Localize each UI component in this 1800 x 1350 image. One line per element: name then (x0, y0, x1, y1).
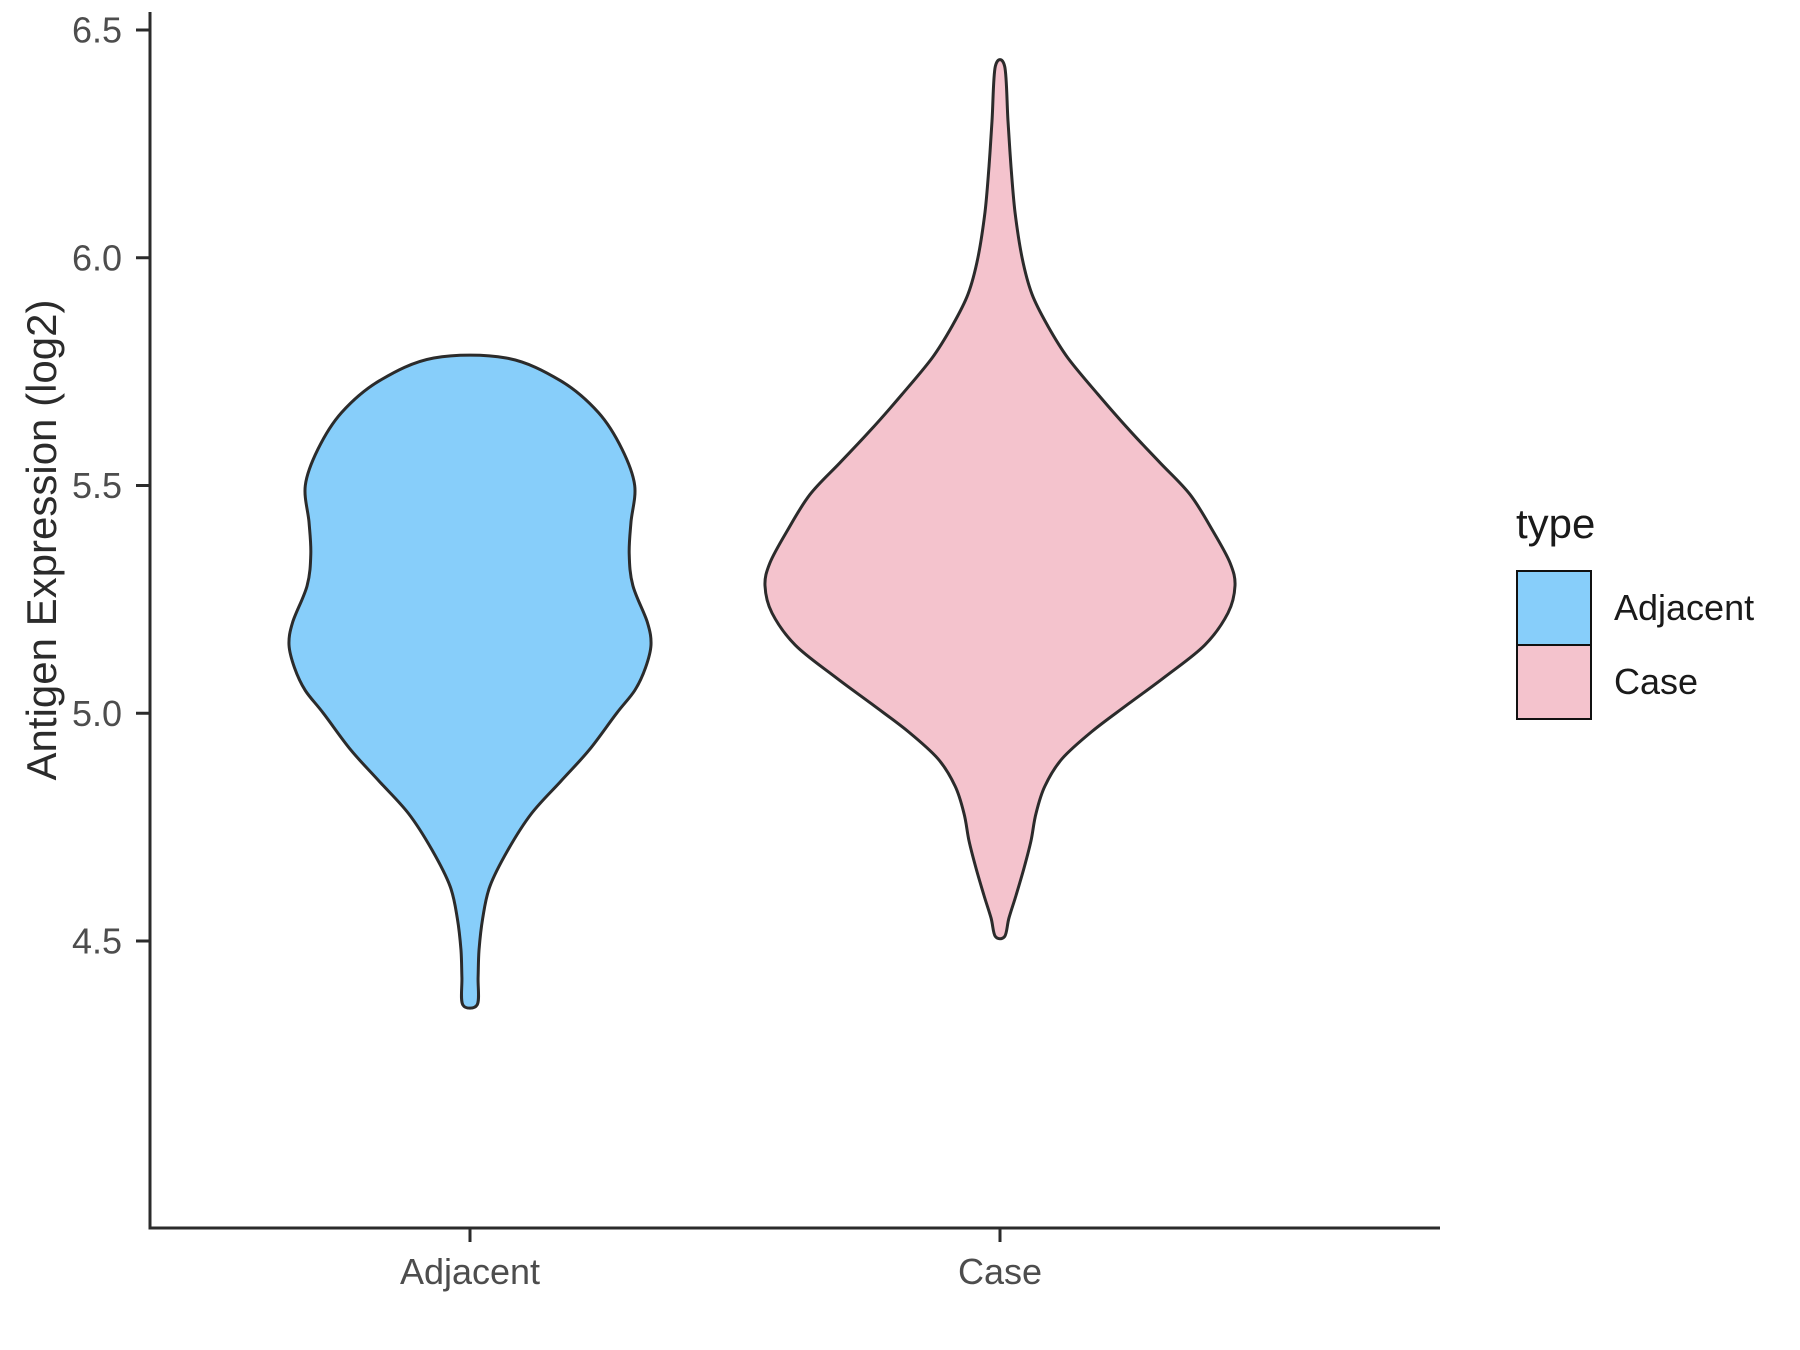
violins-group (287, 58, 1237, 1010)
y-tick-label: 6.5 (72, 10, 122, 51)
violin-adjacent (287, 353, 653, 1010)
y-tick-label: 5.0 (72, 693, 122, 734)
violin-case (763, 58, 1237, 941)
legend-entry-case: Case (1516, 644, 1754, 720)
legend-label-adjacent: Adjacent (1614, 587, 1755, 628)
y-tick-label: 6.0 (72, 237, 122, 278)
y-tick-label: 5.5 (72, 465, 122, 506)
legend-swatch-case (1516, 644, 1592, 720)
legend-swatch-adjacent (1516, 570, 1592, 646)
legend-label-case: Case (1614, 661, 1699, 702)
legend-entry-adjacent: Adjacent (1516, 570, 1754, 646)
y-tick-label: 4.5 (72, 921, 122, 962)
axes-group: 6.5 6.0 5.5 5.0 4.5 Adjacent Case (72, 10, 1440, 1292)
x-tick-label: Case (958, 1251, 1042, 1292)
y-axis-label: Antigen Expression (log2) (18, 299, 65, 781)
legend-title: type (1516, 500, 1596, 547)
x-tick-label: Adjacent (400, 1251, 540, 1292)
legend: type Adjacent Case (1516, 500, 1754, 720)
